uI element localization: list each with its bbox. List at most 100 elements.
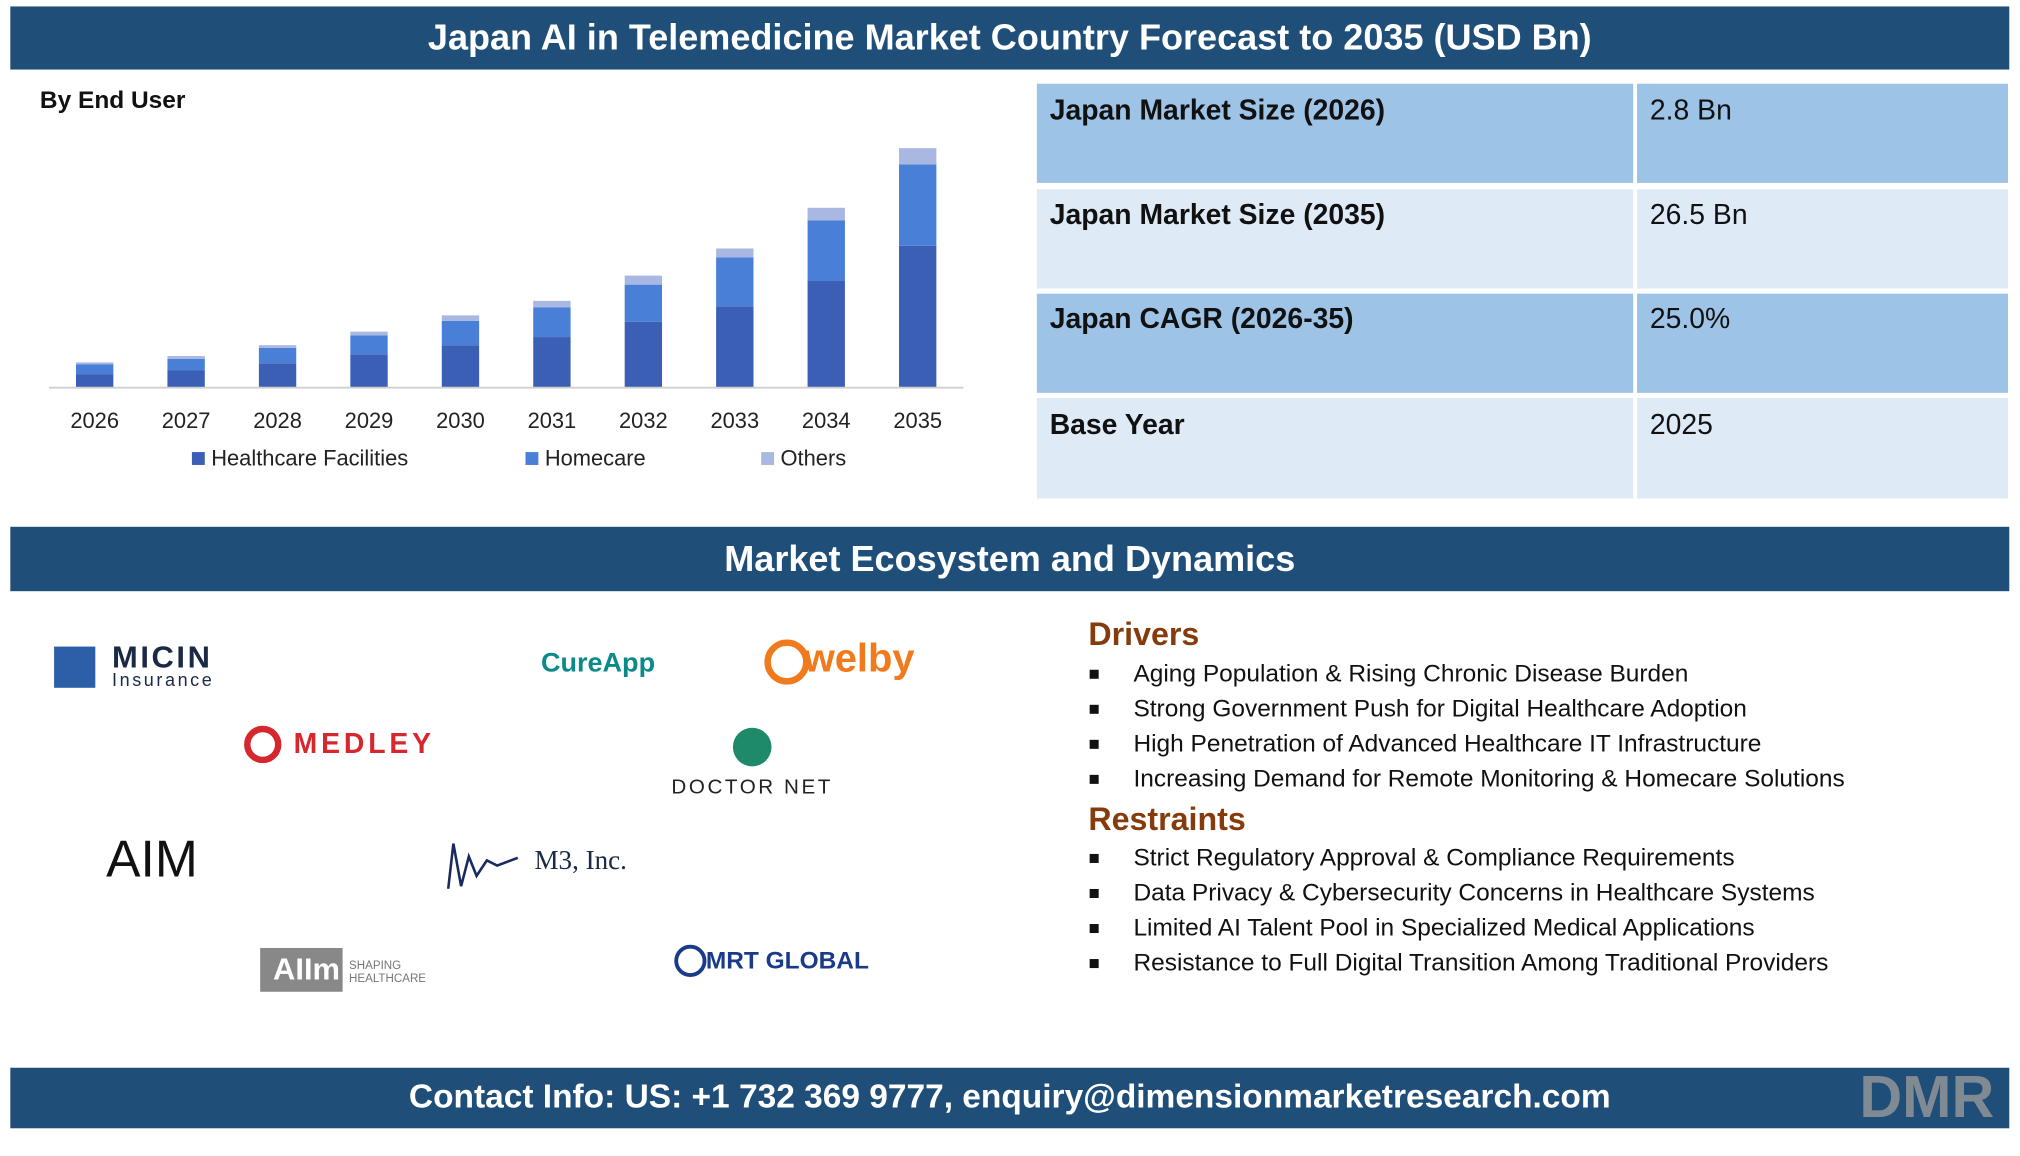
- logo: AIM: [106, 830, 198, 888]
- legend-label: Homecare: [545, 446, 646, 471]
- logo-icon: [764, 639, 810, 685]
- logo: HEALTHCARE: [349, 973, 426, 985]
- bar-segment: [533, 300, 571, 308]
- bar-segment: [441, 315, 480, 321]
- legend-label: Healthcare Facilities: [211, 446, 408, 471]
- table: Japan Market Size (2026) 2.8 Bn Japan Ma…: [1036, 83, 2008, 499]
- bar-segment: [533, 337, 571, 388]
- bar-segment: [75, 362, 114, 365]
- logo-icon: [244, 725, 282, 764]
- chart: 2026 2027 2028 2029 2030 2031 2032 2033 2034 2035…: [48, 148, 964, 471]
- bar-segment: [167, 356, 205, 359]
- bar-segment: [807, 281, 845, 388]
- bar-segment: [899, 164, 937, 246]
- table-value: 2.8 Bn: [1650, 95, 1732, 127]
- section-band: [10, 526, 2010, 592]
- logo: MICIN: [112, 640, 212, 675]
- logo: CureApp: [541, 648, 655, 678]
- logo: MEDLEY: [294, 728, 435, 760]
- bar-segment: [441, 345, 480, 388]
- logo-icon: [446, 843, 519, 889]
- logo-icon: [732, 727, 772, 767]
- x-tick-label: 2031: [528, 408, 577, 433]
- bar-segment: [75, 364, 114, 375]
- cell: [1637, 189, 2008, 289]
- footer-logo: DMR: [1859, 1063, 1994, 1130]
- list-item: Strong Government Push for Digital Healt…: [1133, 695, 1746, 722]
- list-item: Limited AI Talent Pool in Specialized Me…: [1133, 915, 1754, 942]
- logo-icon: [260, 947, 343, 992]
- cell: [1637, 397, 2008, 499]
- bar-segment: [258, 345, 297, 348]
- bar-segment: [807, 220, 845, 282]
- x-tick-label: 2030: [436, 408, 485, 433]
- logo: M3, Inc.: [535, 845, 627, 875]
- cell: [1036, 397, 1634, 499]
- chart-subtitle: By End User: [40, 87, 186, 114]
- logo: Insurance: [112, 670, 214, 690]
- bar-segment: [350, 331, 388, 336]
- restraints-heading: Restraints: [1088, 801, 1245, 837]
- bar-segment: [258, 363, 297, 388]
- bullet: [1089, 924, 1099, 934]
- legend-swatch: [525, 452, 539, 465]
- list-item: Resistance to Full Digital Transition Am…: [1133, 950, 1828, 977]
- list-item: Data Privacy & Cybersecurity Concerns in…: [1133, 880, 1814, 907]
- logo: AIIm: [273, 951, 340, 986]
- x-tick-label: 2033: [710, 408, 759, 433]
- table-label: Japan CAGR (2026-35): [1050, 303, 1354, 335]
- bar-segment: [167, 358, 205, 371]
- bar-segment: [624, 284, 663, 322]
- bar-segment: [807, 207, 845, 221]
- bullet: [1089, 704, 1099, 714]
- x-tick-label: 2027: [162, 408, 211, 433]
- bar-segment: [716, 248, 754, 258]
- bar-segment: [899, 148, 937, 165]
- cell: [1036, 293, 1634, 393]
- cell: [1637, 293, 2008, 393]
- table-value: 26.5 Bn: [1650, 199, 1748, 231]
- bar-segment: [716, 306, 754, 388]
- bar-segment: [258, 347, 297, 364]
- list-item: Aging Population & Rising Chronic Diseas…: [1133, 660, 1688, 687]
- table-label: Japan Market Size (2026): [1050, 95, 1385, 127]
- bar-segment: [350, 354, 388, 388]
- x-tick-label: 2032: [619, 408, 668, 433]
- logo: SHAPING: [349, 960, 401, 972]
- bar-segment: [624, 321, 663, 388]
- logo-icon: [674, 944, 707, 977]
- footer-band: [10, 1067, 2010, 1129]
- title: Japan AI in Telemedicine Market Country …: [428, 16, 1592, 57]
- x-tick-label: 2034: [802, 408, 851, 433]
- x-tick-label: 2028: [253, 408, 302, 433]
- list-item: Increasing Demand for Remote Monitoring …: [1133, 765, 1844, 792]
- legend-swatch: [761, 452, 775, 465]
- drivers-heading: Drivers: [1088, 616, 1199, 652]
- legend-swatch: [191, 452, 205, 465]
- bar-segment: [624, 275, 663, 285]
- bullet: [1089, 959, 1099, 969]
- logo: welby: [803, 636, 915, 680]
- bar-segment: [899, 245, 937, 388]
- bar-segment: [350, 335, 388, 355]
- x-tick-label: 2035: [893, 408, 942, 433]
- logo: DOCTOR NET: [671, 776, 833, 799]
- cell: [1036, 189, 1634, 289]
- bar-segment: [441, 320, 480, 346]
- contact: Contact Info: US: +1 732 369 9777, enqui…: [409, 1079, 1611, 1116]
- bullet: [1089, 774, 1099, 784]
- bar-segment: [716, 257, 754, 307]
- logos: MICIN Insurance CureApp welby MEDLEY DOC…: [54, 636, 915, 992]
- cell: [1036, 83, 1634, 183]
- table-label: Japan Market Size (2035): [1050, 199, 1385, 231]
- logo-icon: [54, 646, 96, 688]
- x-tick-label: 2026: [70, 408, 119, 433]
- table-value: 2025: [1650, 409, 1713, 441]
- bar-segment: [75, 374, 114, 388]
- cell: [1637, 83, 2008, 183]
- legend-label: Others: [781, 446, 847, 471]
- dynamics: Drivers Restraints Aging Population & Ri…: [1088, 616, 1844, 977]
- bullet: [1089, 853, 1099, 863]
- bullet: [1089, 888, 1099, 898]
